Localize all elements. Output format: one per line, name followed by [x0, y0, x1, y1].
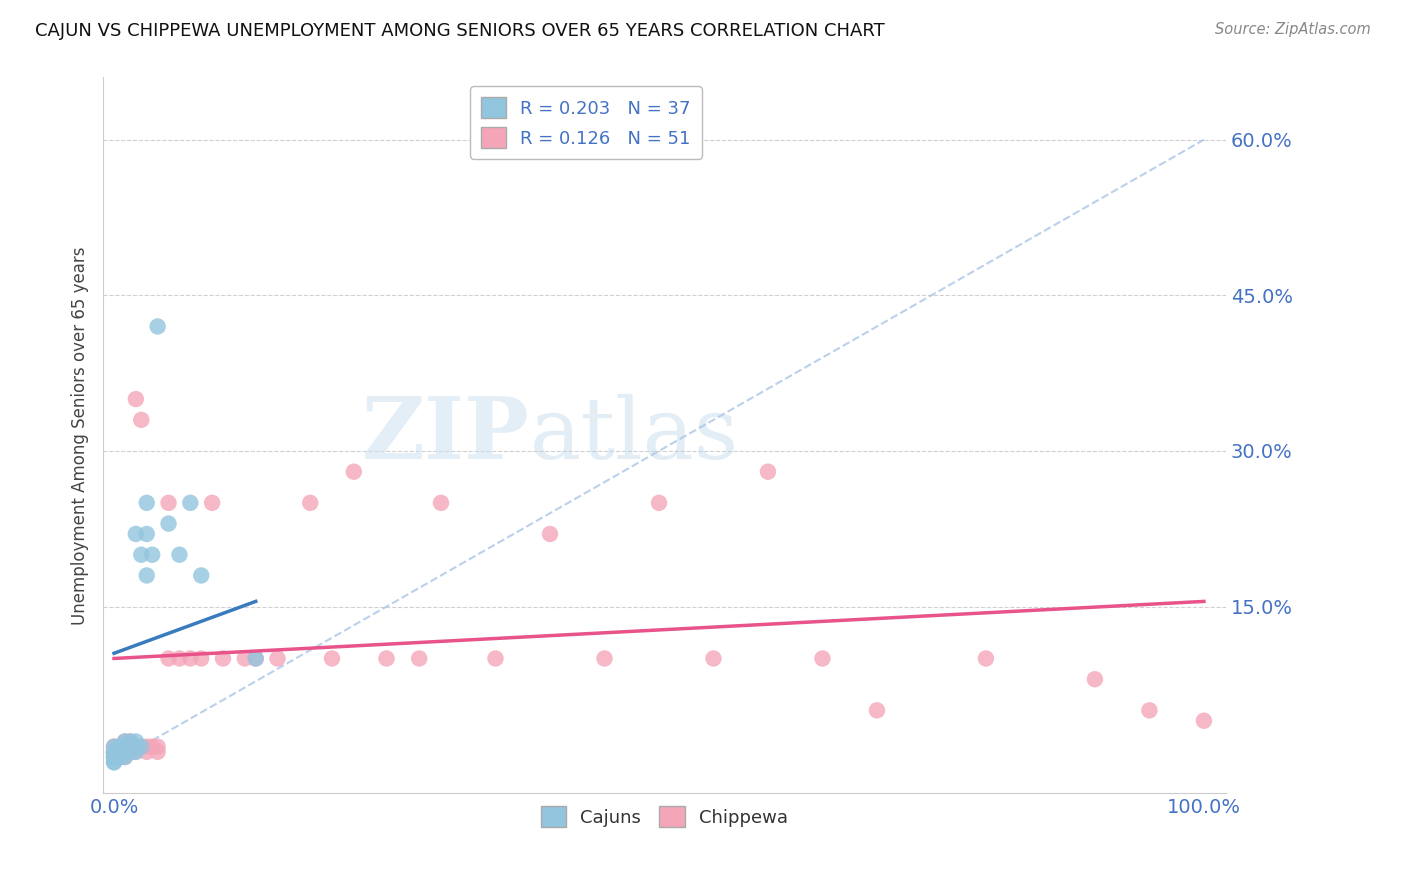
Point: [146, 739, 169, 754]
Point: [129, 739, 152, 754]
Point: [120, 734, 142, 748]
Point: [120, 745, 142, 759]
Point: [129, 739, 152, 754]
Point: [103, 739, 125, 754]
Point: [103, 747, 125, 761]
Point: [190, 568, 212, 582]
Point: [103, 745, 125, 759]
Text: atlas: atlas: [530, 393, 738, 477]
Point: [125, 392, 148, 406]
Point: [135, 568, 157, 582]
Point: [103, 747, 125, 761]
Text: ZIP: ZIP: [361, 393, 530, 477]
Point: [135, 496, 157, 510]
Point: [756, 465, 779, 479]
Point: [141, 739, 163, 754]
Point: [811, 651, 834, 665]
Point: [120, 745, 142, 759]
Point: [103, 756, 125, 770]
Point: [233, 651, 256, 665]
Text: Source: ZipAtlas.com: Source: ZipAtlas.com: [1215, 22, 1371, 37]
Point: [201, 496, 224, 510]
Point: [866, 703, 889, 717]
Point: [648, 496, 671, 510]
Point: [114, 750, 136, 764]
Point: [108, 739, 131, 754]
Point: [103, 750, 125, 764]
Point: [1192, 714, 1215, 728]
Point: [108, 750, 131, 764]
Point: [108, 747, 131, 761]
Point: [135, 527, 157, 541]
Point: [484, 651, 506, 665]
Point: [702, 651, 724, 665]
Point: [135, 745, 157, 759]
Point: [157, 516, 180, 531]
Point: [114, 734, 136, 748]
Text: CAJUN VS CHIPPEWA UNEMPLOYMENT AMONG SENIORS OVER 65 YEARS CORRELATION CHART: CAJUN VS CHIPPEWA UNEMPLOYMENT AMONG SEN…: [35, 22, 884, 40]
Point: [120, 739, 142, 754]
Point: [114, 739, 136, 754]
Point: [103, 745, 125, 759]
Point: [108, 745, 131, 759]
Point: [125, 734, 148, 748]
Point: [103, 745, 125, 759]
Y-axis label: Unemployment Among Seniors over 65 years: Unemployment Among Seniors over 65 years: [72, 246, 89, 624]
Point: [108, 745, 131, 759]
Legend: Cajuns, Chippewa: Cajuns, Chippewa: [533, 799, 796, 834]
Point: [114, 745, 136, 759]
Point: [146, 745, 169, 759]
Point: [103, 739, 125, 754]
Point: [108, 750, 131, 764]
Point: [135, 739, 157, 754]
Point: [190, 651, 212, 665]
Point: [103, 750, 125, 764]
Point: [538, 527, 561, 541]
Point: [179, 496, 201, 510]
Point: [299, 496, 322, 510]
Point: [114, 734, 136, 748]
Point: [141, 548, 163, 562]
Point: [103, 750, 125, 764]
Point: [169, 651, 191, 665]
Point: [408, 651, 430, 665]
Point: [146, 319, 169, 334]
Point: [321, 651, 343, 665]
Point: [114, 745, 136, 759]
Point: [169, 548, 191, 562]
Point: [974, 651, 997, 665]
Point: [114, 747, 136, 761]
Point: [157, 496, 180, 510]
Point: [430, 496, 453, 510]
Point: [114, 750, 136, 764]
Point: [108, 739, 131, 754]
Point: [375, 651, 398, 665]
Point: [129, 548, 152, 562]
Point: [125, 745, 148, 759]
Point: [212, 651, 235, 665]
Point: [1139, 703, 1161, 717]
Point: [343, 465, 366, 479]
Point: [157, 651, 180, 665]
Point: [129, 413, 152, 427]
Point: [108, 745, 131, 759]
Point: [1084, 672, 1107, 686]
Point: [125, 739, 148, 754]
Point: [125, 527, 148, 541]
Point: [120, 734, 142, 748]
Point: [114, 739, 136, 754]
Point: [103, 756, 125, 770]
Point: [245, 651, 267, 665]
Point: [593, 651, 616, 665]
Point: [125, 745, 148, 759]
Point: [179, 651, 201, 665]
Point: [266, 651, 288, 665]
Point: [245, 651, 267, 665]
Point: [120, 739, 142, 754]
